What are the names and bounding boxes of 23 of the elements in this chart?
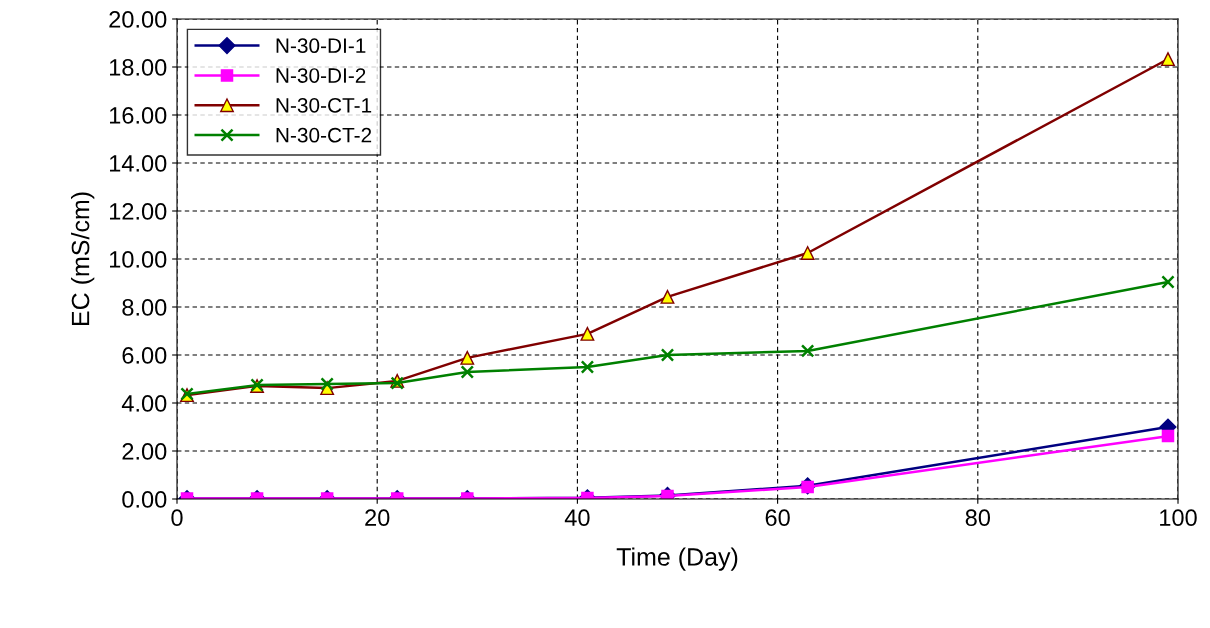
legend-label: N-30-DI-1 bbox=[276, 38, 366, 54]
y-tick-label: 12.00 bbox=[110, 203, 167, 220]
x-tick-label: 20 bbox=[365, 509, 390, 527]
y-tick-label: 16.00 bbox=[110, 107, 167, 124]
x-tick-label: 100 bbox=[1160, 509, 1197, 527]
y-tick-label: 20.00 bbox=[109, 11, 167, 28]
x-tick-label: 80 bbox=[965, 509, 991, 527]
x-tick-label: 60 bbox=[765, 509, 790, 527]
legend-label: N-30-DI-2 bbox=[276, 68, 366, 83]
y-tick-label: 18.00 bbox=[110, 59, 167, 76]
y-axis-title: EC (mS/cm) bbox=[71, 192, 95, 325]
x-tick-label: 0 bbox=[171, 509, 183, 527]
y-tick-label: 8.00 bbox=[122, 299, 167, 316]
y-tick-label: 0.00 bbox=[122, 491, 167, 508]
x-tick-label: 40 bbox=[564, 509, 590, 527]
legend-label: N-30-CT-1 bbox=[276, 97, 372, 113]
y-tick-label: 4.00 bbox=[121, 395, 167, 412]
x-axis-title: Time (Day) bbox=[616, 547, 738, 571]
y-tick-label: 10.00 bbox=[110, 251, 167, 268]
y-tick-label: 6.00 bbox=[122, 347, 167, 364]
legend-label: N-30-CT-2 bbox=[276, 127, 372, 143]
y-tick-label: 14.00 bbox=[110, 155, 167, 172]
y-tick-label: 2.00 bbox=[122, 443, 167, 460]
